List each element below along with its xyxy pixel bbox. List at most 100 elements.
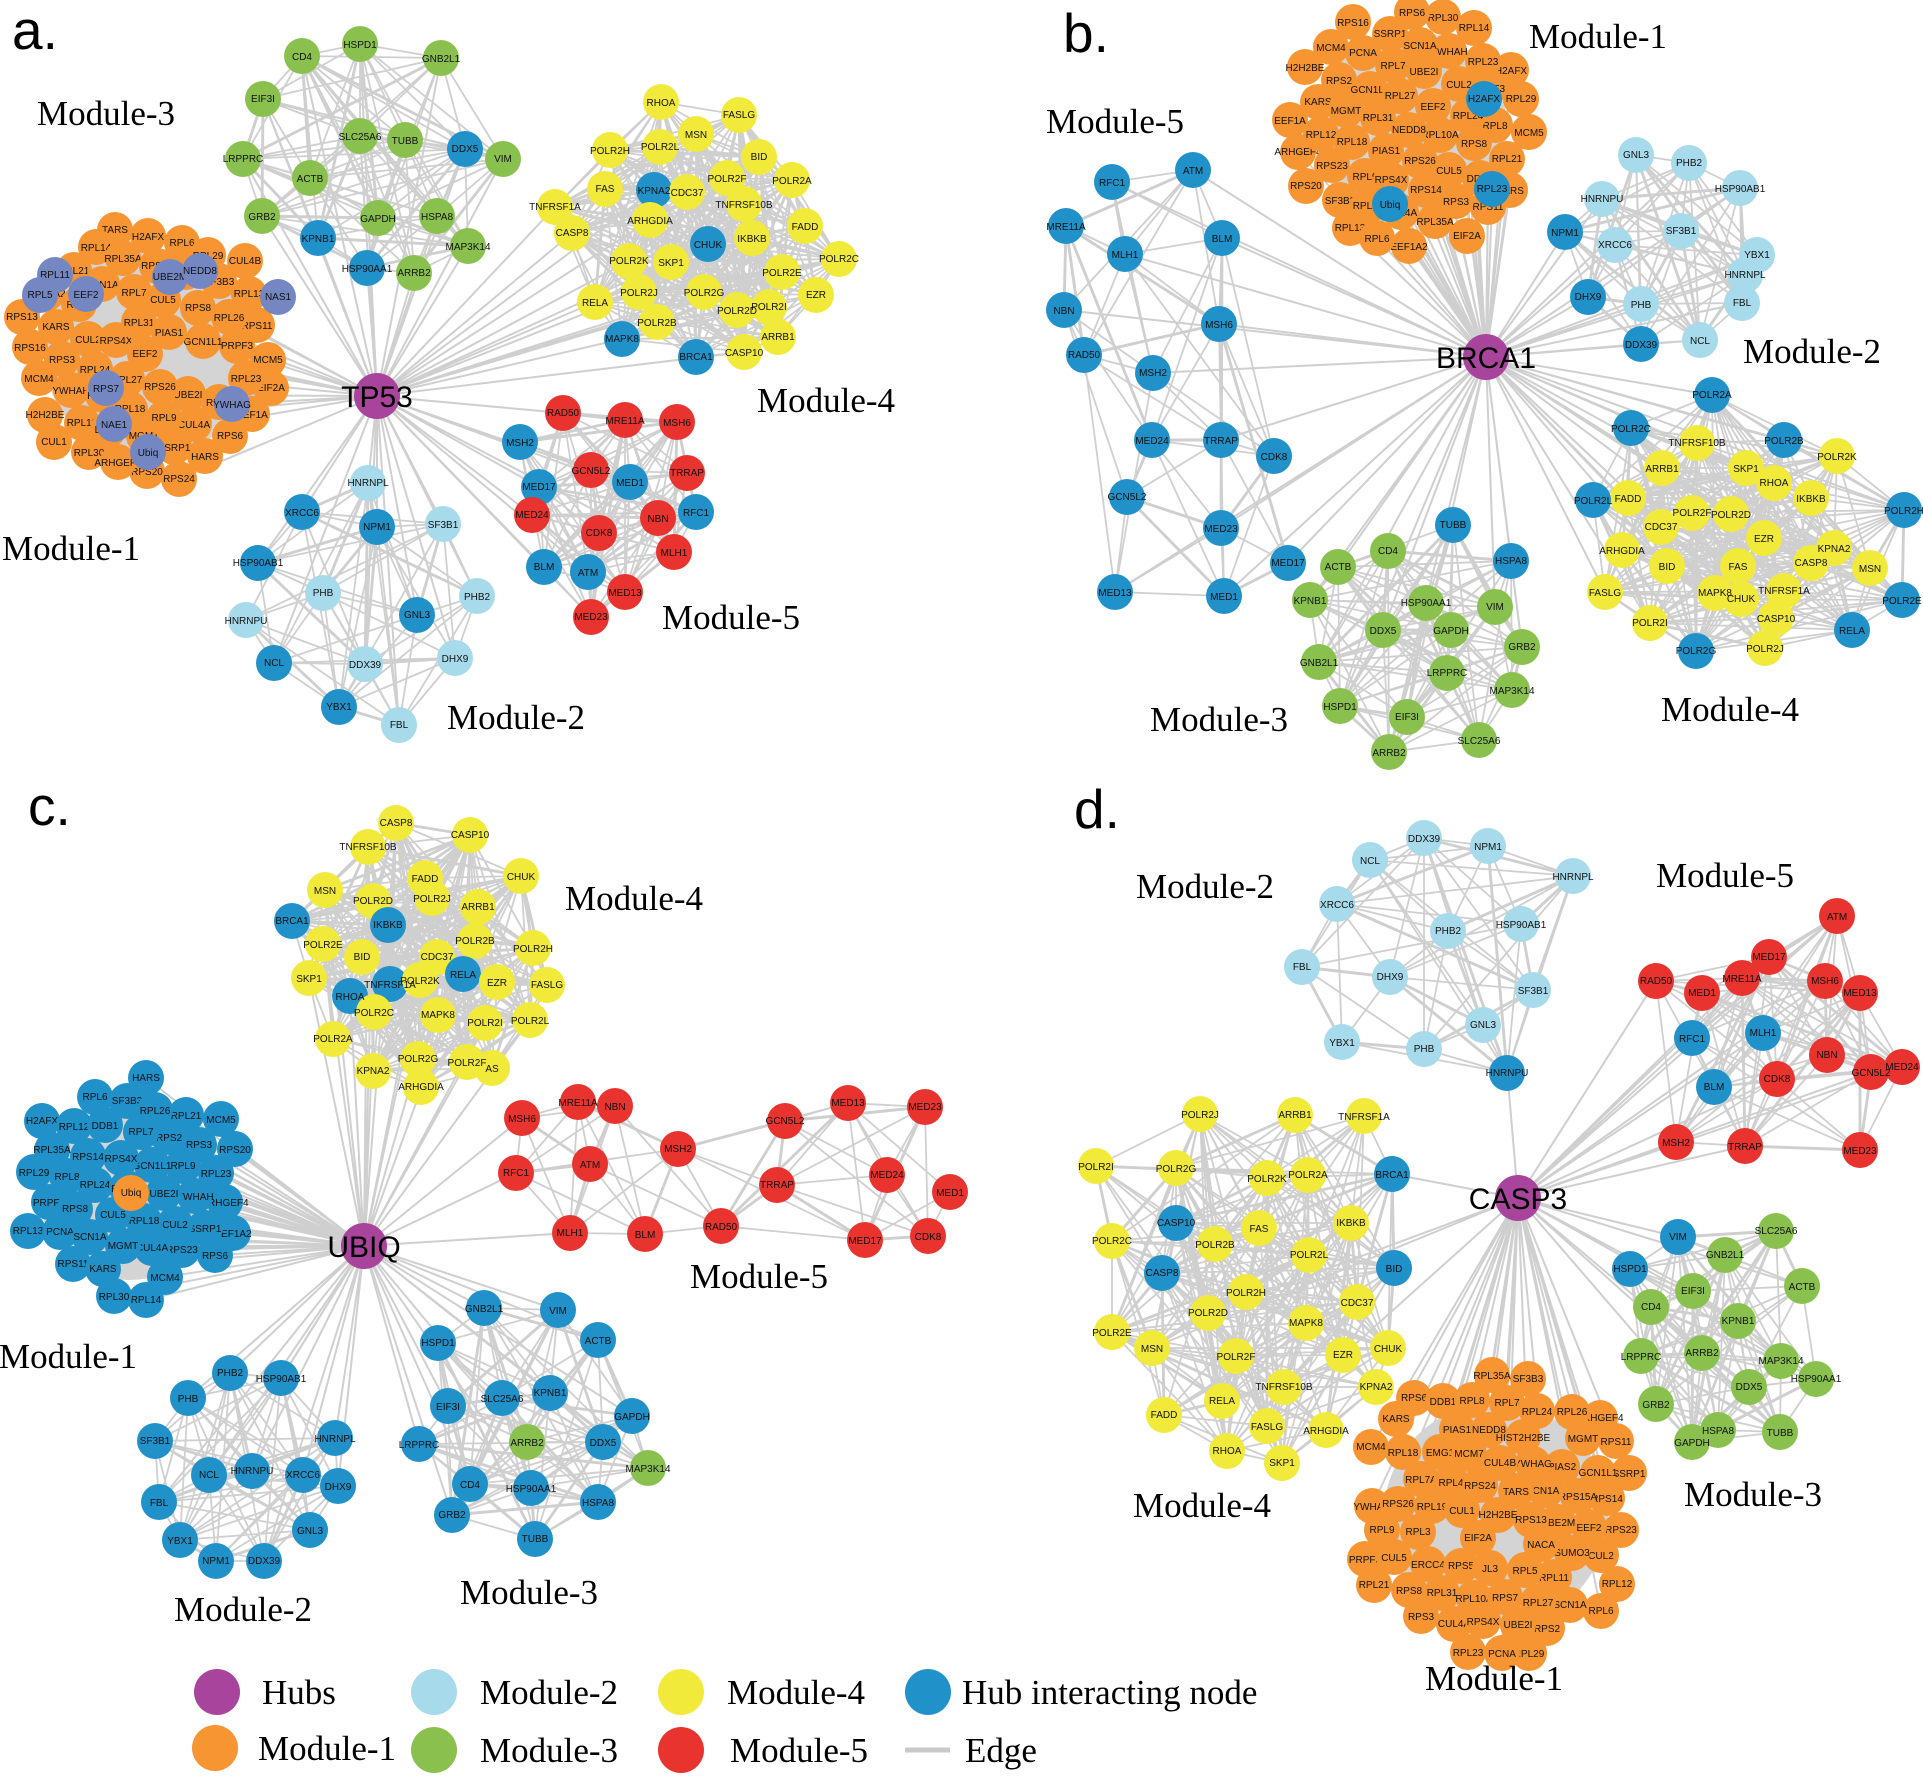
svg-text:DDX5: DDX5 xyxy=(452,144,479,155)
svg-text:UBE2M: UBE2M xyxy=(153,272,187,283)
svg-text:FBL: FBL xyxy=(150,1498,169,1509)
svg-text:HNRNPU: HNRNPU xyxy=(225,616,268,627)
svg-text:RPL26: RPL26 xyxy=(140,1106,171,1117)
svg-text:FADD: FADD xyxy=(1151,1410,1178,1421)
svg-text:POLR2L: POLR2L xyxy=(1290,1250,1329,1261)
svg-text:MCM4: MCM4 xyxy=(24,374,54,385)
svg-text:TRRAP: TRRAP xyxy=(760,1180,794,1191)
svg-text:RPS4X: RPS4X xyxy=(105,1154,138,1165)
svg-text:FASLG: FASLG xyxy=(1251,1422,1283,1433)
svg-text:MSN: MSN xyxy=(1141,1344,1163,1355)
svg-text:LRPPRC: LRPPRC xyxy=(223,154,264,165)
svg-text:TARS: TARS xyxy=(1503,1487,1529,1498)
svg-text:RPL7: RPL7 xyxy=(1380,61,1405,72)
svg-text:SSRP1: SSRP1 xyxy=(1613,1469,1646,1480)
svg-text:NEDD8: NEDD8 xyxy=(1392,125,1426,136)
svg-text:ARRB1: ARRB1 xyxy=(461,902,495,913)
svg-text:GCN5L2: GCN5L2 xyxy=(1852,1068,1891,1079)
svg-text:TNFRSF10B: TNFRSF10B xyxy=(339,842,397,853)
svg-text:ATM: ATM xyxy=(580,1160,600,1171)
svg-text:CASP8: CASP8 xyxy=(1795,558,1828,569)
svg-text:EZR: EZR xyxy=(1754,534,1774,545)
svg-text:TUBB: TUBB xyxy=(1440,520,1467,531)
svg-text:EEF1A: EEF1A xyxy=(1274,116,1306,127)
svg-text:HSPD1: HSPD1 xyxy=(1613,1264,1647,1275)
svg-text:RPL12: RPL12 xyxy=(59,1122,90,1133)
svg-text:RPS4X: RPS4X xyxy=(100,336,133,347)
svg-text:SKP1: SKP1 xyxy=(1269,1458,1295,1469)
svg-text:RPL10A: RPL10A xyxy=(1421,130,1459,141)
svg-text:IKBKB: IKBKB xyxy=(1336,1218,1366,1229)
svg-text:HSPA8: HSPA8 xyxy=(421,212,453,223)
svg-text:HNRNPL: HNRNPL xyxy=(1552,872,1594,883)
svg-text:UBE2I: UBE2I xyxy=(150,1189,179,1200)
svg-text:H2H2BE: H2H2BE xyxy=(1286,63,1325,74)
svg-text:RPS16: RPS16 xyxy=(14,343,46,354)
svg-text:SCN1A: SCN1A xyxy=(1553,1600,1587,1611)
svg-text:POLR2A: POLR2A xyxy=(313,1034,353,1045)
svg-text:GCN5L2: GCN5L2 xyxy=(572,466,611,477)
svg-text:HSPD1: HSPD1 xyxy=(343,40,377,51)
svg-text:RPL19: RPL19 xyxy=(1417,1502,1448,1513)
svg-text:SLC25A6: SLC25A6 xyxy=(481,1394,524,1405)
svg-text:RPS20: RPS20 xyxy=(1290,181,1322,192)
svg-text:RPL29: RPL29 xyxy=(19,1168,50,1179)
svg-text:TUBB: TUBB xyxy=(392,136,419,147)
svg-text:RPL5: RPL5 xyxy=(27,290,52,301)
svg-text:SF3B1: SF3B1 xyxy=(1666,226,1697,237)
svg-text:POLR2K: POLR2K xyxy=(400,976,440,987)
svg-text:GRB2: GRB2 xyxy=(438,1510,466,1521)
svg-text:FADD: FADD xyxy=(792,222,819,233)
svg-text:MAP3K14: MAP3K14 xyxy=(445,242,490,253)
svg-text:TARS: TARS xyxy=(102,225,128,236)
svg-text:CDC37: CDC37 xyxy=(1645,522,1678,533)
svg-text:DDX5: DDX5 xyxy=(1736,1382,1763,1393)
svg-text:POLR2I: POLR2I xyxy=(1078,1162,1114,1173)
svg-text:SF3B1: SF3B1 xyxy=(1518,986,1549,997)
svg-text:RPL12: RPL12 xyxy=(1602,1579,1633,1590)
svg-text:PHB2: PHB2 xyxy=(464,592,491,603)
svg-text:Module-1: Module-1 xyxy=(2,529,140,568)
svg-text:ARHGEF4: ARHGEF4 xyxy=(94,458,142,469)
svg-text:TRRAP: TRRAP xyxy=(670,468,704,479)
svg-text:MCM5: MCM5 xyxy=(1514,128,1544,139)
svg-text:POLR2H: POLR2H xyxy=(513,944,553,955)
svg-text:CASP10: CASP10 xyxy=(725,348,764,359)
svg-text:PIAS2: PIAS2 xyxy=(1548,1462,1577,1473)
svg-text:RPS4X: RPS4X xyxy=(1467,1617,1500,1628)
svg-text:GRB2: GRB2 xyxy=(1642,1400,1670,1411)
svg-text:Module-4: Module-4 xyxy=(757,381,895,420)
svg-text:MED17: MED17 xyxy=(848,1236,882,1247)
svg-text:RPS4X: RPS4X xyxy=(1375,175,1408,186)
svg-text:POLR2K: POLR2K xyxy=(1817,452,1857,463)
svg-text:Ubiq: Ubiq xyxy=(138,448,159,459)
svg-text:RPL24: RPL24 xyxy=(1453,111,1484,122)
svg-text:XRCC6: XRCC6 xyxy=(1598,240,1632,251)
svg-text:Module-5: Module-5 xyxy=(1046,102,1184,141)
svg-text:Module-4: Module-4 xyxy=(1133,1486,1271,1525)
svg-text:RPS7: RPS7 xyxy=(93,384,120,395)
svg-text:EZR: EZR xyxy=(487,978,507,989)
svg-text:CDK8: CDK8 xyxy=(915,1232,942,1243)
svg-text:MSN: MSN xyxy=(1859,564,1881,575)
svg-text:SKP1: SKP1 xyxy=(296,974,322,985)
svg-text:RPS14: RPS14 xyxy=(1591,1494,1623,1505)
svg-text:YBX1: YBX1 xyxy=(1744,250,1770,261)
svg-text:AS: AS xyxy=(485,1064,499,1075)
svg-text:MED24: MED24 xyxy=(870,1170,904,1181)
svg-text:POLR2C: POLR2C xyxy=(1611,424,1651,435)
svg-text:POLR2J: POLR2J xyxy=(620,288,658,299)
svg-text:RPS24: RPS24 xyxy=(163,474,195,485)
svg-text:MED24: MED24 xyxy=(1135,436,1169,447)
svg-text:ARRB2: ARRB2 xyxy=(1685,1348,1719,1359)
svg-text:RPS11: RPS11 xyxy=(58,1259,89,1270)
svg-text:SKP1: SKP1 xyxy=(1733,464,1759,475)
svg-text:RPL8: RPL8 xyxy=(1459,1396,1484,1407)
svg-text:POLR2G: POLR2G xyxy=(398,1054,439,1065)
svg-text:SKP1: SKP1 xyxy=(658,258,684,269)
svg-text:GNL3: GNL3 xyxy=(297,1526,324,1537)
svg-text:ARHGEF4: ARHGEF4 xyxy=(1274,147,1322,158)
svg-text:RPL4: RPL4 xyxy=(1438,1478,1463,1489)
svg-text:RPS23: RPS23 xyxy=(166,1245,198,1256)
svg-text:MAPK8: MAPK8 xyxy=(1698,588,1732,599)
